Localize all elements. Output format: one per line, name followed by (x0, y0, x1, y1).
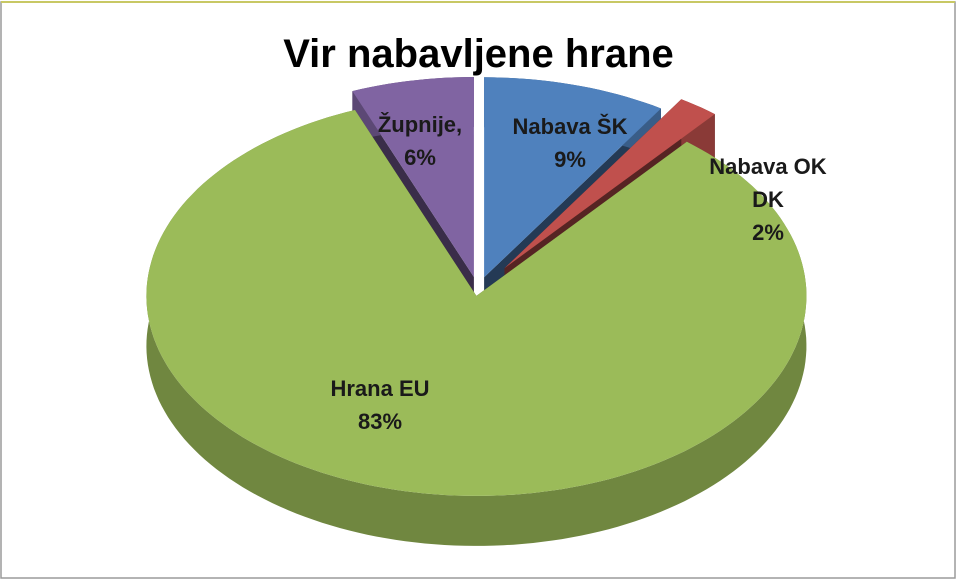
label-category: Nabava ŠK (512, 114, 628, 139)
data-label: Hrana EU 83% (310, 372, 450, 438)
label-category: Hrana EU (330, 376, 430, 401)
label-value: 83% (357, 409, 403, 434)
label-category: Župnije, (377, 112, 463, 137)
label-category: Nabava OK DK (709, 154, 827, 212)
slice (504, 99, 715, 269)
label-value: 9% (554, 147, 586, 172)
chart-title: Vir nabavljene hrane (283, 32, 674, 76)
pie (146, 77, 807, 546)
slice (484, 77, 661, 278)
slice (146, 110, 807, 496)
data-label: Župnije, 6% (350, 108, 490, 174)
slice (352, 77, 474, 277)
data-label: Nabava ŠK 9% (500, 110, 640, 176)
label-value: 2% (752, 220, 784, 245)
label-value: 6% (404, 145, 436, 170)
data-label: Nabava OK DK 2% (698, 150, 838, 249)
